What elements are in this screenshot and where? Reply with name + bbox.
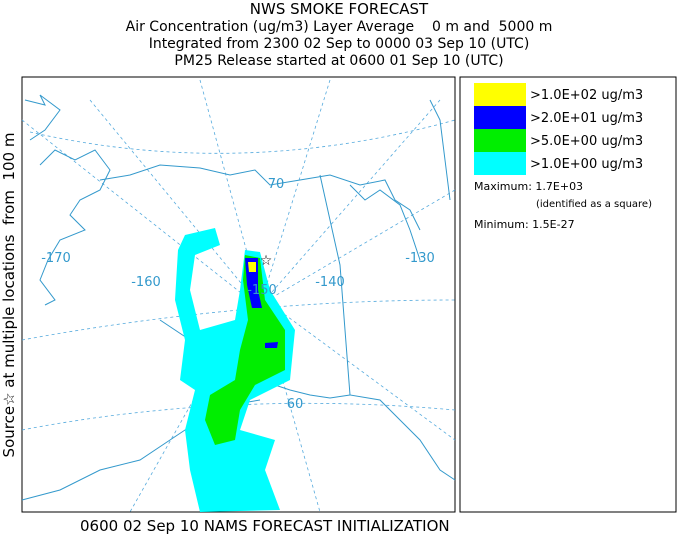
- side-label: Source☆ at multiple locations from 100 m: [0, 133, 18, 458]
- map: ☆ 70 -170 -160 -150 -140 -130 60: [21, 76, 456, 513]
- legend-label: >2.0E+01 ug/m3: [530, 111, 643, 126]
- plume-band-3: [205, 255, 285, 445]
- subtitle: Integrated from 2300 02 Sep to 0000 03 S…: [149, 36, 530, 52]
- map-label: 60: [287, 397, 304, 412]
- subtitle: Air Concentration (ug/m3) Layer Average …: [126, 19, 553, 35]
- plume: ☆: [175, 228, 295, 512]
- source-star: ☆: [260, 253, 273, 269]
- subtitle: PM25 Release started at 0600 01 Sep 10 (…: [174, 53, 503, 69]
- legend-swatch: [474, 83, 526, 106]
- legend-label: >1.0E+00 ug/m3: [530, 157, 643, 172]
- map-label: -130: [405, 251, 435, 266]
- plume-band-1: [248, 262, 256, 272]
- legend-label: >1.0E+02 ug/m3: [530, 88, 643, 103]
- map-label: -160: [131, 275, 161, 290]
- plume-band-4: [175, 228, 295, 512]
- legend-swatch: [474, 129, 526, 152]
- legend-label: >5.0E+00 ug/m3: [530, 134, 643, 149]
- legend-swatch: [474, 106, 526, 129]
- maximum: Maximum: 1.7E+03: [474, 180, 583, 193]
- minimum: Minimum: 1.5E-27: [474, 218, 575, 231]
- plume-band-2: [245, 258, 278, 348]
- legend-swatch: [474, 152, 526, 175]
- maximum-note: (identified as a square): [536, 199, 652, 210]
- footer: 0600 02 Sep 10 NAMS FORECAST INITIALIZAT…: [80, 517, 450, 535]
- map-label: -140: [315, 275, 345, 290]
- map-label: 70: [268, 177, 285, 192]
- title: NWS SMOKE FORECAST: [250, 0, 429, 18]
- map-label: -150: [247, 283, 277, 298]
- map-label: -170: [41, 251, 71, 266]
